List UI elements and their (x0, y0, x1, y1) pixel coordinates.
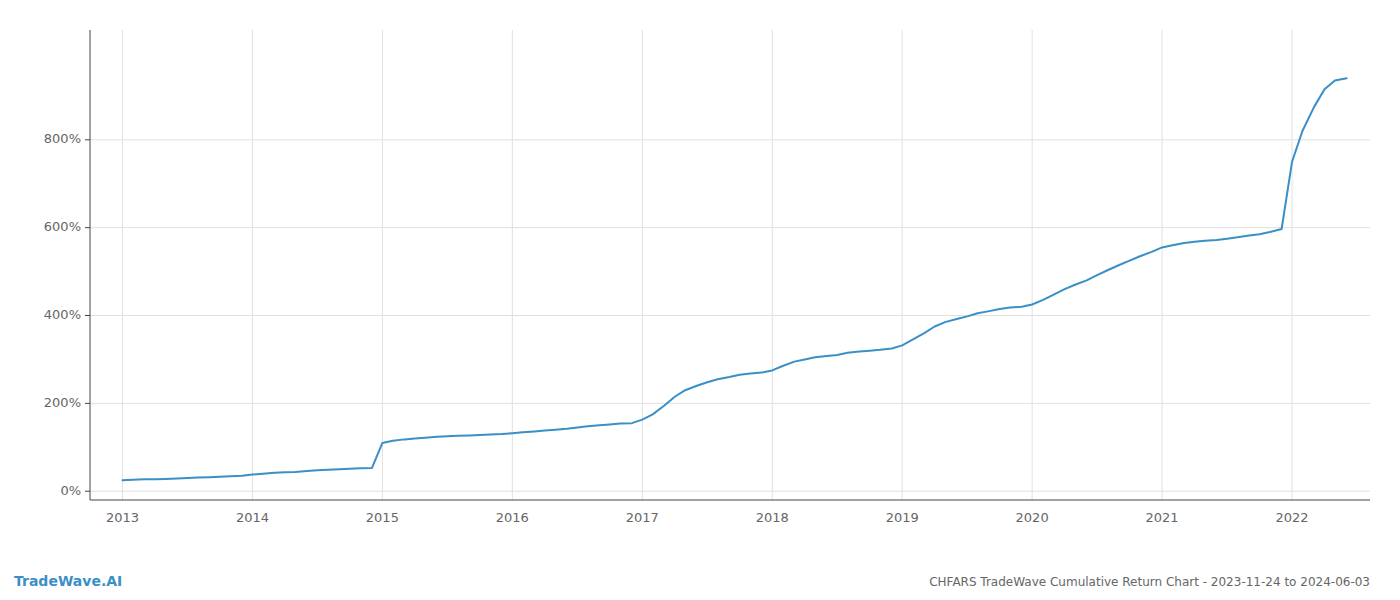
y-tick (85, 227, 90, 228)
x-tick-label: 2019 (886, 510, 919, 525)
x-grid-line (1032, 30, 1033, 500)
chart-svg: 0% 200% 400% 600% 800% 2013 2014 2015 2016 2017 20… (0, 0, 1400, 600)
x-grid-line (902, 30, 903, 500)
y-grid-line (90, 491, 1370, 492)
y-tick (85, 403, 90, 404)
ticks: 0% 200% 400% 600% 800% 2013 2014 2015 2016 2017 20… (44, 131, 1309, 525)
watermark: TradeWave.AI (14, 573, 122, 589)
y-tick (85, 491, 90, 492)
x-grid-line (642, 30, 643, 500)
x-grid-line (1292, 30, 1293, 500)
x-axis-line (90, 500, 1370, 501)
y-tick-label: 800% (44, 131, 81, 146)
x-tick-label: 2017 (626, 510, 659, 525)
x-grid-line (772, 30, 773, 500)
y-tick-label: 600% (44, 219, 81, 234)
x-grid-line (252, 30, 253, 500)
y-grid-line (90, 315, 1370, 316)
x-tick-label: 2013 (106, 510, 139, 525)
y-grid-line (90, 227, 1370, 228)
return-line (122, 78, 1346, 480)
y-tick (85, 315, 90, 316)
x-tick-label: 2018 (756, 510, 789, 525)
y-tick-label: 400% (44, 307, 81, 322)
x-tick-label: 2016 (496, 510, 529, 525)
y-tick-label: 200% (44, 395, 81, 410)
y-grid-line (90, 139, 1370, 140)
grid (90, 30, 1370, 500)
x-tick-label: 2015 (366, 510, 399, 525)
x-tick-label: 2014 (236, 510, 269, 525)
chart-container: 0% 200% 400% 600% 800% 2013 2014 2015 2016 2017 20… (0, 0, 1400, 600)
plot-area (122, 78, 1346, 480)
x-tick-label: 2020 (1016, 510, 1049, 525)
y-tick-label: 0% (60, 483, 81, 498)
x-tick-label: 2022 (1275, 510, 1308, 525)
x-grid-line (1162, 30, 1163, 500)
x-tick-label: 2021 (1146, 510, 1179, 525)
y-grid-line (90, 403, 1370, 404)
x-grid-line (512, 30, 513, 500)
x-grid-line (122, 30, 123, 500)
title: CHFARS TradeWave Cumulative Return Chart… (929, 575, 1370, 589)
y-axis-line (90, 30, 91, 500)
y-tick (85, 139, 90, 140)
x-grid-line (382, 30, 383, 500)
